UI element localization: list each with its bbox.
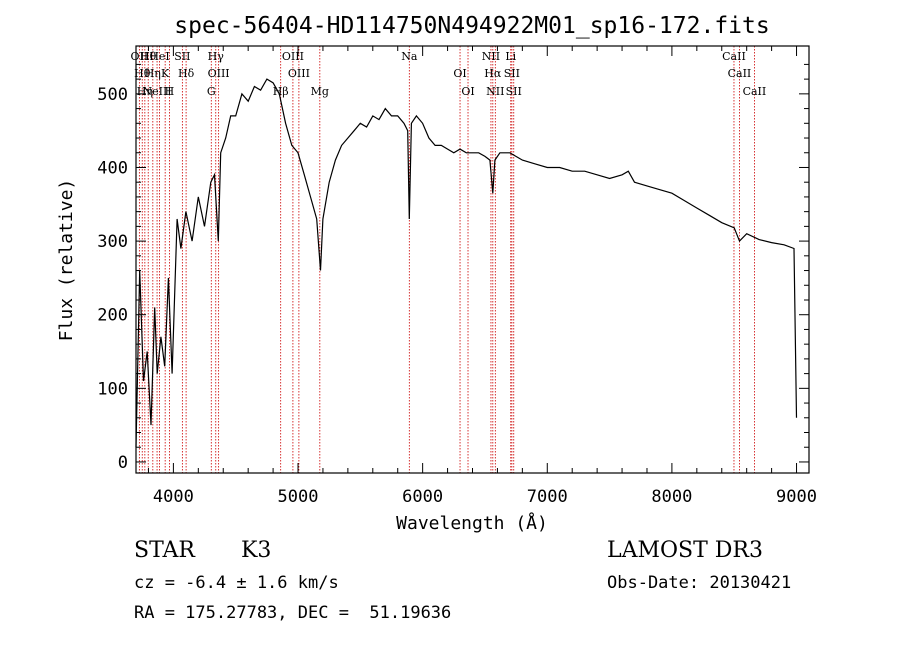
line-marker-label: Li bbox=[505, 50, 516, 63]
object-class: STAR bbox=[134, 538, 195, 563]
line-marker-label: OIII bbox=[208, 67, 230, 80]
line-marker-label: OI bbox=[461, 85, 474, 98]
line-marker-label: H bbox=[165, 85, 175, 98]
redshift-readout: cz = -6.4 ± 1.6 km/s bbox=[134, 573, 339, 593]
line-marker-label: NII bbox=[486, 85, 504, 98]
y-tick-label: 500 bbox=[97, 85, 128, 105]
line-marker-label: CaII bbox=[743, 85, 767, 98]
line-marker-label: Hα bbox=[484, 67, 502, 80]
line-marker-label: Hθ bbox=[134, 67, 151, 80]
x-tick-label: 6000 bbox=[402, 487, 443, 507]
y-tick-label: 100 bbox=[97, 379, 128, 399]
x-tick-label: 9000 bbox=[776, 487, 817, 507]
line-marker-label: CaII bbox=[728, 67, 752, 80]
line-marker-label: OIII bbox=[282, 50, 304, 63]
observation-date: Obs-Date: 20130421 bbox=[607, 573, 792, 593]
line-marker-label: Hδ bbox=[178, 67, 195, 80]
survey-name: LAMOST DR3 bbox=[607, 538, 763, 563]
y-tick-label: 200 bbox=[97, 306, 128, 326]
line-marker-label: Hη bbox=[137, 85, 153, 98]
line-marker-label: Hη bbox=[145, 67, 161, 80]
coordinates: RA = 175.27783, DEC = 51.19636 bbox=[134, 603, 452, 623]
line-marker-label: HeI bbox=[149, 50, 169, 63]
emission-line-labels: OIIHθHηHθHηNeIIIHeIKHSIIHδGHγOIIIHβOIIIO… bbox=[131, 50, 767, 98]
line-marker-label: Hθ bbox=[140, 50, 157, 63]
line-marker-label: OII bbox=[131, 50, 149, 63]
line-marker-label: CaII bbox=[722, 50, 746, 63]
line-marker-label: SII bbox=[174, 50, 190, 63]
line-marker-label: OI bbox=[453, 67, 466, 80]
line-marker-label: NII bbox=[482, 50, 500, 63]
spectrum-line bbox=[135, 78, 798, 448]
line-marker-label: Na bbox=[401, 50, 418, 63]
y-tick-label: 0 bbox=[118, 453, 128, 473]
line-marker-label: G bbox=[207, 85, 216, 98]
line-marker-label: Hγ bbox=[208, 50, 225, 63]
x-axis-ticks: 4000 5000 6000 7000 8000 9000 bbox=[147, 46, 817, 507]
line-marker-label: K bbox=[161, 67, 170, 80]
y-tick-label: 300 bbox=[97, 232, 128, 252]
x-tick-label: 7000 bbox=[527, 487, 568, 507]
x-tick-label: 8000 bbox=[651, 487, 692, 507]
y-axis-ticks: 0 100 200 300 400 500 bbox=[97, 63, 809, 473]
line-marker-label: SII bbox=[506, 85, 522, 98]
line-marker-label: SII bbox=[504, 67, 520, 80]
y-tick-label: 400 bbox=[97, 158, 128, 178]
x-tick-label: 5000 bbox=[278, 487, 319, 507]
chart-title: spec-56404-HD114750N494922M01_sp16-172.f… bbox=[174, 13, 769, 39]
line-marker-label: NeIII bbox=[142, 85, 171, 98]
x-tick-label: 4000 bbox=[153, 487, 194, 507]
emission-line-markers bbox=[138, 46, 755, 473]
object-subclass: K3 bbox=[241, 538, 272, 563]
x-axis-label: Wavelength (Å) bbox=[396, 512, 548, 534]
line-marker-label: OIII bbox=[288, 67, 310, 80]
y-axis-label: Flux (relative) bbox=[56, 179, 77, 342]
line-marker-label: Mg bbox=[311, 85, 329, 98]
